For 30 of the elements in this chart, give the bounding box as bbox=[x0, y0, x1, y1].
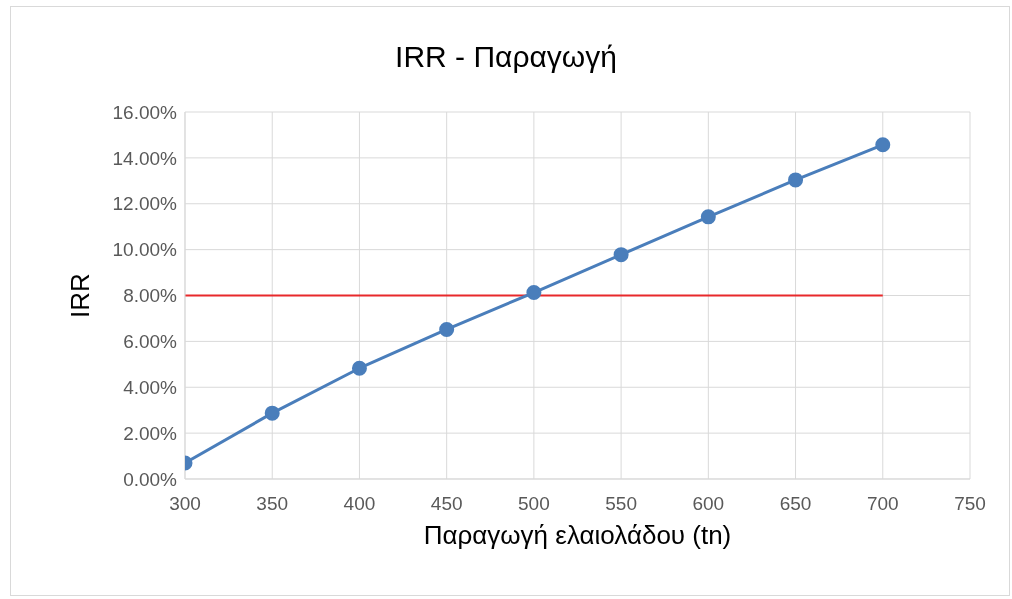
x-tick-label: 500 bbox=[518, 493, 550, 515]
y-tick-label: 4.00% bbox=[123, 376, 178, 398]
point bbox=[700, 209, 716, 225]
x-tick-label: 650 bbox=[779, 493, 812, 515]
point bbox=[613, 247, 629, 263]
y-tick-label: 12.00% bbox=[112, 193, 178, 215]
x-tick-label: 300 bbox=[169, 493, 201, 515]
x-tick-label: 350 bbox=[256, 493, 289, 515]
x-tick-label: 700 bbox=[866, 493, 899, 515]
point bbox=[875, 137, 891, 153]
point bbox=[526, 285, 542, 301]
point bbox=[788, 172, 804, 188]
y-tick-label: 8.00% bbox=[123, 285, 178, 307]
y-tick-label: 14.00% bbox=[112, 147, 178, 169]
y-axis-title: IRR bbox=[65, 273, 96, 318]
point bbox=[351, 360, 367, 376]
y-tick-label: 6.00% bbox=[123, 331, 178, 353]
x-tick-label: 550 bbox=[605, 493, 637, 515]
chart-title: IRR - Παραγωγή bbox=[394, 40, 618, 74]
x-tick-label: 450 bbox=[430, 493, 463, 515]
y-tick-label: 10.00% bbox=[112, 239, 178, 261]
point bbox=[439, 321, 455, 337]
y-tick-label: 0.00% bbox=[123, 468, 178, 490]
y-tick-label: 2.00% bbox=[123, 422, 178, 444]
x-axis-title: Παραγωγή ελαιολάδου (tn) bbox=[423, 520, 732, 550]
x-tick-label: 750 bbox=[954, 493, 986, 515]
point bbox=[264, 405, 280, 421]
y-tick-label: 16.00% bbox=[112, 101, 178, 123]
x-tick-label: 400 bbox=[343, 493, 376, 515]
x-tick-label: 600 bbox=[692, 493, 725, 515]
